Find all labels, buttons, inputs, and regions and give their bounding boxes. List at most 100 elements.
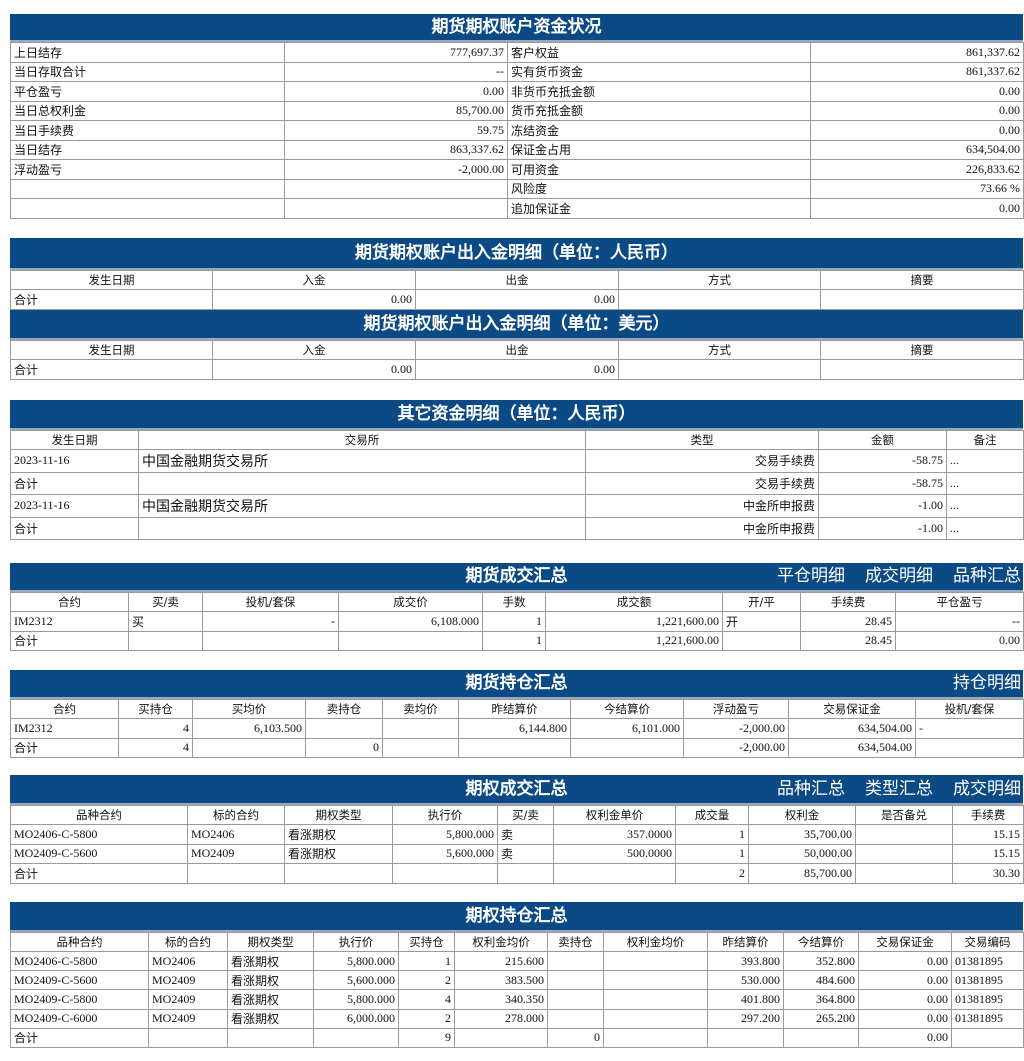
table-cell — [10, 178, 285, 199]
table-cell: MO2409-C-6000 — [10, 1008, 149, 1029]
table-cell: 6,108.000 — [338, 611, 483, 632]
table-cell — [382, 737, 459, 758]
section-link[interactable]: 成交明细 — [865, 566, 933, 586]
table-cell: 上日结存 — [10, 42, 285, 63]
column-header: 卖持仓 — [305, 699, 383, 719]
table-cell: 0.00 — [810, 198, 1024, 219]
table-cell — [603, 950, 708, 972]
table-cell: 追加保证金 — [507, 198, 811, 219]
table-cell: 0 — [547, 1027, 604, 1048]
section-title-text: 期货持仓汇总 — [465, 673, 568, 693]
column-header: 昨结算价 — [458, 699, 571, 719]
column-header: 交易编码 — [951, 932, 1024, 952]
table-cell: 0.00 — [858, 1008, 952, 1029]
section-link[interactable]: 品种汇总 — [777, 779, 845, 799]
section-link[interactable]: 成交明细 — [953, 779, 1021, 799]
table-cell: 01381895 — [951, 970, 1024, 991]
table-cell — [454, 1027, 548, 1048]
table-cell: 0.00 — [415, 289, 619, 310]
column-header: 交易所 — [138, 430, 586, 450]
table-cell: 01381895 — [951, 1008, 1024, 1029]
table-cell — [547, 989, 604, 1010]
section-title: 期权成交汇总 品种汇总 类型汇总 成交明细 — [10, 775, 1023, 805]
table-cell: 合计 — [10, 516, 139, 540]
section-1: 期货期权账户出入金明细（单位：人民币） 发生日期 入金 出金 方式 摘要 合计 0.00 0.0… — [10, 238, 1024, 310]
table-cell — [338, 630, 483, 651]
section-4: 期货成交汇总 平仓明细 成交明细 品种汇总 合约 买/卖 投机/套保 成交价 手数 成交额 开/平手… — [10, 563, 1024, 651]
table-cell: 1 — [675, 843, 749, 864]
column-header: 买持仓 — [118, 699, 193, 719]
table-row: 当日结存 863,337.62 保证金占用 634,504.00 — [10, 139, 1024, 160]
column-header: 出金 — [415, 270, 619, 290]
table-cell: ... — [946, 449, 1024, 473]
table-row: 合计 0.00 0.00 — [10, 289, 1024, 310]
table-cell: 4 — [398, 989, 455, 1010]
table-cell — [284, 198, 508, 219]
table-cell: 30.30 — [952, 863, 1024, 884]
table-cell: 中国金融期货交易所 — [138, 449, 586, 473]
table-cell — [855, 824, 953, 845]
table-row: MO2406-C-5800 MO2406 看涨期权 5,800.000 1 215.600… — [10, 950, 1024, 972]
table-cell — [148, 1027, 228, 1048]
table-cell: -1.00 — [818, 516, 947, 540]
table-cell — [570, 737, 684, 758]
data-table: 品种合约 标的合约 期权类型 执行价 买/卖 权利金单价 成交量 权利金 是否备兑 手续费 MO24… — [10, 805, 1024, 884]
table-row: 合计 4 0 -2,000.00 634,504.00 — [10, 737, 1024, 758]
section-link[interactable]: 类型汇总 — [865, 779, 933, 799]
section-title-text: 期权成交汇总 — [465, 779, 568, 799]
table-cell — [722, 630, 801, 651]
column-header: 金额 — [818, 430, 947, 450]
table-cell — [603, 1008, 708, 1029]
table-cell: 73.66 % — [810, 178, 1024, 199]
table-row: IM2312 4 6,103.500 6,144.800 6,101.000 -2,000… — [10, 718, 1024, 739]
column-header-row: 发生日期 入金 出金 方式 摘要 — [10, 270, 1024, 290]
table-cell — [915, 737, 1024, 758]
table-cell — [138, 471, 586, 495]
column-header: 发生日期 — [10, 270, 213, 290]
column-header-row: 品种合约 标的合约 期权类型 执行价 买持仓 权利金均价 卖持仓 权利金均价 昨结算价 今结算价交… — [10, 932, 1024, 952]
table-cell: 0.00 — [858, 989, 952, 1010]
column-header: 方式 — [618, 340, 821, 360]
section-link[interactable]: 平仓明细 — [777, 566, 845, 586]
table-cell: 297.200 — [707, 1008, 784, 1029]
table-cell: 393.800 — [707, 950, 784, 972]
table-cell: MO2409 — [187, 843, 285, 864]
table-row: 合计 1 1,221,600.00 28.45 0.00 — [10, 630, 1024, 651]
column-header: 发生日期 — [10, 430, 139, 450]
table-cell — [603, 970, 708, 991]
column-header: 开/平 — [722, 592, 801, 612]
table-cell: MO2409 — [148, 989, 228, 1010]
table-cell: 2023-11-16 — [10, 494, 139, 518]
column-header: 卖持仓 — [547, 932, 604, 952]
section-link[interactable]: 品种汇总 — [953, 566, 1021, 586]
table-cell: - — [202, 611, 339, 632]
column-header: 摘要 — [820, 340, 1024, 360]
section-link[interactable]: 持仓明细 — [953, 673, 1021, 693]
column-header: 权利金单价 — [553, 805, 676, 825]
table-cell: 0.00 — [858, 1027, 952, 1048]
table-cell — [820, 359, 1024, 380]
column-header: 标的合约 — [148, 932, 228, 952]
table-row: 2023-11-16 中国金融期货交易所 中金所申报费 -1.00... — [10, 494, 1024, 518]
column-header: 买持仓 — [398, 932, 455, 952]
table-cell: 交易手续费 — [585, 449, 819, 473]
table-cell: MO2406-C-5800 — [10, 824, 188, 845]
table-cell: 1 — [482, 630, 546, 651]
table-cell: 35,700.00 — [748, 824, 856, 845]
column-header: 买均价 — [192, 699, 306, 719]
table-cell: ... — [946, 516, 1024, 540]
table-cell: 401.800 — [707, 989, 784, 1010]
column-header: 昨结算价 — [707, 932, 784, 952]
table-cell — [547, 970, 604, 991]
table-cell: 2023-11-16 — [10, 449, 139, 473]
column-header: 备注 — [946, 430, 1024, 450]
table-cell — [227, 1027, 314, 1048]
table-cell — [497, 863, 554, 884]
table-cell: 59.75 — [284, 120, 508, 141]
table-cell: 364.800 — [783, 989, 859, 1010]
table-cell: 1,221,600.00 — [545, 630, 723, 651]
table-cell: 保证金占用 — [507, 139, 811, 160]
table-cell: 0.00 — [858, 950, 952, 972]
column-header: 交易保证金 — [858, 932, 952, 952]
section-title-text: 期货期权账户出入金明细（单位：美元） — [363, 314, 670, 334]
